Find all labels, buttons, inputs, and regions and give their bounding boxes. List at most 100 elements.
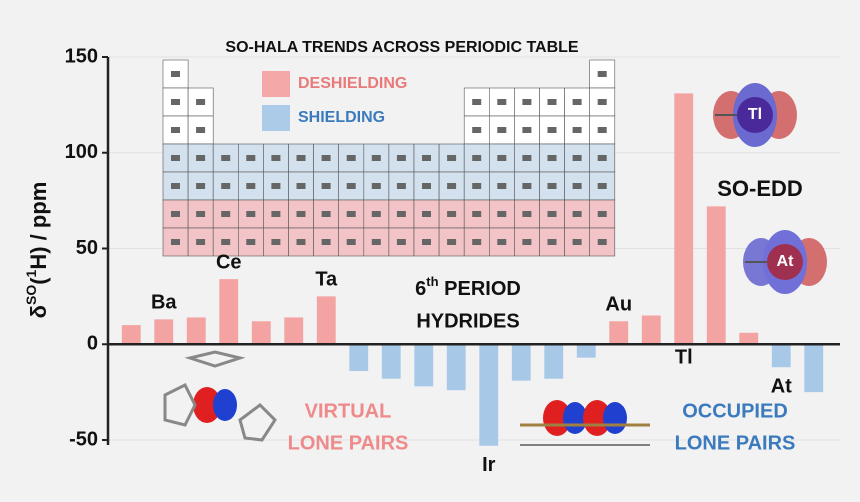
element-cell xyxy=(238,227,264,257)
bar xyxy=(186,317,206,345)
element-symbol xyxy=(472,155,482,161)
virtual-label: VIRTUAL xyxy=(305,400,392,422)
legend-label: SHIELDING xyxy=(298,109,385,126)
element-symbol xyxy=(547,99,557,105)
element-symbol xyxy=(196,183,206,189)
element-symbol xyxy=(472,211,482,217)
element-symbol xyxy=(522,127,532,133)
element-symbol xyxy=(246,183,256,189)
y-label-part: ( xyxy=(26,277,51,285)
element-symbol xyxy=(497,211,507,217)
bar xyxy=(414,344,434,387)
element-symbol xyxy=(321,155,331,161)
orbital-blue xyxy=(603,402,627,434)
element-symbol xyxy=(472,239,482,245)
y-tick-label: 0 xyxy=(87,333,98,355)
bar xyxy=(674,93,694,345)
element-symbol xyxy=(447,183,457,189)
period-number: 6 xyxy=(415,278,426,300)
y-label-part: 1 xyxy=(23,269,39,277)
element-symbol xyxy=(246,239,256,245)
orbital-blue xyxy=(213,389,237,421)
bar xyxy=(576,344,596,358)
ring xyxy=(238,403,277,442)
element-symbol xyxy=(196,127,206,133)
element-symbol xyxy=(271,183,281,189)
element-symbol xyxy=(346,183,356,189)
element-symbol xyxy=(522,183,532,189)
element-symbol xyxy=(522,211,532,217)
element-symbol xyxy=(472,127,482,133)
element-symbol xyxy=(296,155,306,161)
y-tick-label: -50 xyxy=(69,428,98,450)
orbital-red xyxy=(193,387,221,423)
element-symbol xyxy=(447,239,457,245)
category-label: Ba xyxy=(151,292,177,314)
element-symbol xyxy=(597,99,607,105)
element-symbol xyxy=(196,239,206,245)
element-symbol xyxy=(171,239,180,245)
element-symbol xyxy=(396,211,406,217)
element-symbol xyxy=(221,211,231,217)
element-symbol xyxy=(171,183,180,189)
atom-label: At xyxy=(777,253,795,270)
atom xyxy=(767,244,803,280)
category-label: Tl xyxy=(675,347,693,369)
element-symbol xyxy=(346,155,356,161)
legend-label: DESHIELDING xyxy=(298,75,407,92)
element-symbol xyxy=(321,211,331,217)
element-symbol xyxy=(196,99,206,105)
element-symbol xyxy=(321,183,331,189)
bar xyxy=(511,344,531,381)
element-symbol xyxy=(547,155,557,161)
bar xyxy=(479,344,499,446)
element-symbol xyxy=(296,211,306,217)
element-symbol xyxy=(597,211,607,217)
hydrides-label: HYDRIDES xyxy=(416,310,519,332)
category-label: Au xyxy=(605,294,632,316)
element-symbol xyxy=(346,239,356,245)
y-tick-label: 150 xyxy=(65,45,98,67)
orbital-red xyxy=(583,400,611,436)
element-symbol xyxy=(547,211,557,217)
bar xyxy=(349,344,369,372)
element-cell xyxy=(187,115,214,145)
element-cell xyxy=(212,143,239,173)
period-label: 6th PERIOD xyxy=(415,274,521,300)
element-symbol xyxy=(447,155,457,161)
periodic-table-inset xyxy=(162,59,616,257)
element-symbol xyxy=(497,99,507,105)
element-symbol xyxy=(422,211,431,217)
y-label-part: H) / ppm xyxy=(26,182,51,270)
ring xyxy=(163,382,197,427)
element-symbol xyxy=(572,211,582,217)
y-label-part: SO xyxy=(23,285,39,305)
element-symbol xyxy=(321,239,331,245)
element-symbol xyxy=(422,183,431,189)
element-symbol xyxy=(221,155,231,161)
element-symbol xyxy=(472,183,482,189)
element-symbol xyxy=(271,155,281,161)
element-symbol xyxy=(422,239,431,245)
element-symbol xyxy=(597,183,607,189)
element-symbol xyxy=(221,239,231,245)
element-symbol xyxy=(371,183,381,189)
bar xyxy=(544,344,564,379)
element-symbol xyxy=(497,239,507,245)
element-symbol xyxy=(346,211,356,217)
bar xyxy=(706,206,726,345)
element-symbol xyxy=(296,183,306,189)
category-label: Ce xyxy=(216,251,242,273)
element-symbol xyxy=(472,99,482,105)
y-label-part: δ xyxy=(26,305,51,318)
element-symbol xyxy=(572,239,582,245)
element-symbol xyxy=(572,183,582,189)
atom xyxy=(737,97,773,133)
element-symbol xyxy=(572,127,582,133)
element-symbol xyxy=(371,211,381,217)
element-symbol xyxy=(371,155,381,161)
element-symbol xyxy=(396,155,406,161)
element-symbol xyxy=(221,183,231,189)
element-symbol xyxy=(171,155,180,161)
bar xyxy=(316,296,336,345)
